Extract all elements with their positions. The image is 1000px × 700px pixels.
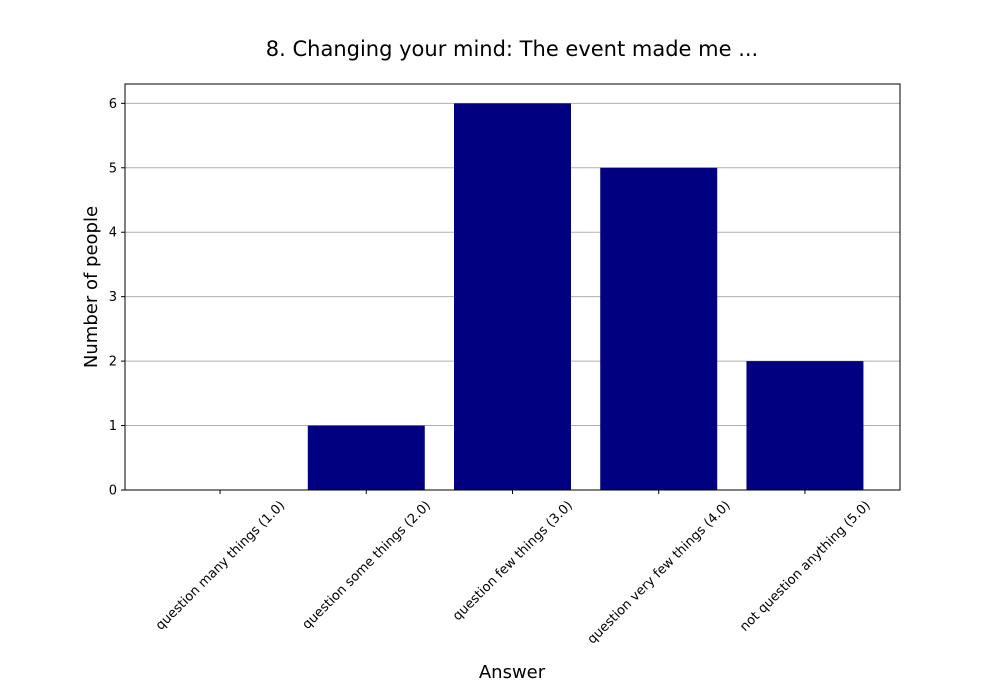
bar xyxy=(746,361,864,490)
y-tick-label: 0 xyxy=(109,484,117,499)
y-axis-label: Number of people xyxy=(81,206,102,368)
y-tick-label: 2 xyxy=(109,355,117,370)
bar xyxy=(454,103,571,490)
bar xyxy=(307,425,425,490)
y-tick-label: 3 xyxy=(109,290,117,305)
x-axis-label: Answer xyxy=(479,662,546,683)
y-tick-label: 5 xyxy=(109,161,117,176)
chart-title: 8. Changing your mind: The event made me… xyxy=(266,37,758,61)
y-tick-label: 6 xyxy=(109,97,117,112)
y-tick-label: 4 xyxy=(109,226,117,241)
y-tick-label: 1 xyxy=(109,419,117,434)
bars xyxy=(307,103,864,490)
bar xyxy=(600,167,718,490)
